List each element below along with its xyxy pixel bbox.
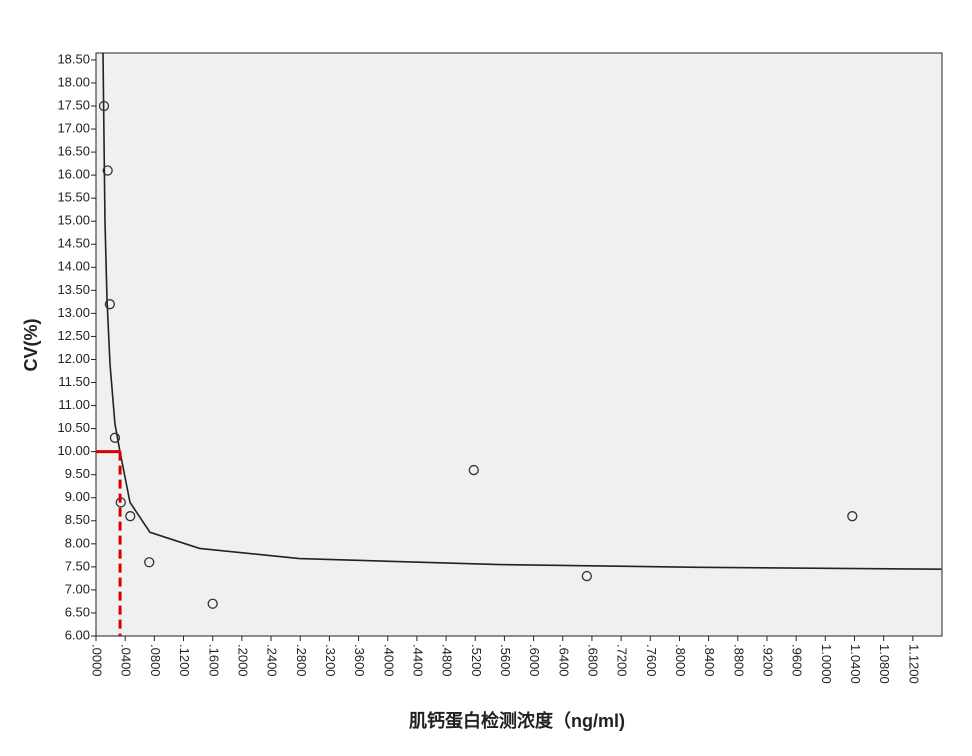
x-tick-label: .2000 [235, 644, 250, 677]
y-tick-label: 16.50 [57, 144, 90, 159]
x-tick-label: .0400 [119, 644, 134, 677]
y-tick-label: 16.00 [57, 167, 90, 182]
fit-curve [102, 53, 942, 570]
y-tick-label: 12.00 [57, 351, 90, 366]
y-tick-label: 6.00 [65, 627, 90, 642]
x-tick-label: .4000 [381, 644, 396, 677]
x-tick-label: 1.0800 [877, 644, 892, 684]
y-tick-label: 7.00 [65, 581, 90, 596]
x-axis-title: 肌钙蛋白检测浓度（ng/ml) [409, 710, 625, 731]
x-tick-label: .0000 [90, 644, 105, 677]
data-point [468, 464, 479, 476]
data-point [144, 557, 155, 568]
y-tick-label: 11.00 [58, 397, 90, 412]
y-tick-label: 15.50 [57, 190, 90, 205]
x-tick-label: .4800 [440, 644, 455, 677]
y-tick-label: 10.00 [57, 443, 90, 458]
x-tick-label: .4400 [410, 644, 425, 677]
y-tick-label: 17.50 [57, 97, 90, 112]
x-tick-label: 1.0000 [819, 644, 834, 684]
y-tick-label: 11.50 [58, 374, 90, 389]
y-tick-label: 7.50 [65, 558, 90, 573]
x-tick-label: .0800 [148, 644, 163, 677]
data-point [207, 598, 218, 609]
data-point [847, 511, 858, 522]
y-tick-label: 17.00 [57, 120, 90, 135]
y-tick-label: 14.50 [57, 236, 90, 251]
y-axis-title: CV(%) [21, 318, 41, 371]
data-point [102, 165, 113, 176]
x-tick-label: .8800 [731, 644, 746, 677]
plot-area [95, 52, 943, 637]
x-tick-label: .3600 [352, 644, 367, 677]
x-tick-label: .2800 [294, 644, 309, 677]
y-tick-label: 15.00 [57, 213, 90, 228]
x-tick-label: .1200 [177, 644, 192, 677]
x-tick-label: .2400 [265, 644, 280, 677]
y-tick-label: 18.50 [57, 51, 90, 66]
y-tick-label: 14.00 [57, 259, 90, 274]
x-tick-label: .6800 [585, 644, 600, 677]
x-tick-label: .8000 [673, 644, 688, 677]
y-tick-label: 10.50 [57, 420, 90, 435]
x-tick-label: .6400 [556, 644, 571, 677]
x-tick-label: .6000 [527, 644, 542, 677]
data-point [109, 432, 121, 443]
y-tick-label: 9.50 [65, 466, 90, 481]
x-tick-label: .7600 [644, 644, 659, 677]
y-tick-label: 8.50 [65, 512, 90, 527]
x-tick-label: 1.1200 [906, 644, 921, 684]
y-tick-label: 18.00 [57, 74, 90, 89]
x-tick-label: .5200 [469, 644, 484, 677]
x-tick-label: .1600 [206, 644, 221, 677]
y-tick-label: 12.50 [57, 328, 90, 343]
x-tick-label: .7200 [615, 644, 630, 677]
y-tick-label: 9.00 [65, 489, 90, 504]
y-tick-label: 8.00 [65, 535, 90, 550]
data-point [125, 511, 136, 522]
x-tick-label: .9200 [761, 644, 776, 677]
data-point [98, 100, 110, 112]
x-tick-label: .8400 [702, 644, 717, 677]
y-tick-label: 6.50 [65, 604, 90, 619]
data-point [581, 570, 592, 582]
data-point [104, 299, 116, 310]
x-tick-label: 1.0400 [848, 644, 863, 684]
y-tick-label: 13.00 [57, 305, 90, 320]
y-tick-label: 13.50 [57, 282, 90, 297]
x-tick-label: .3200 [323, 644, 338, 677]
x-tick-label: .9600 [790, 644, 805, 677]
x-tick-label: .5600 [498, 644, 513, 677]
